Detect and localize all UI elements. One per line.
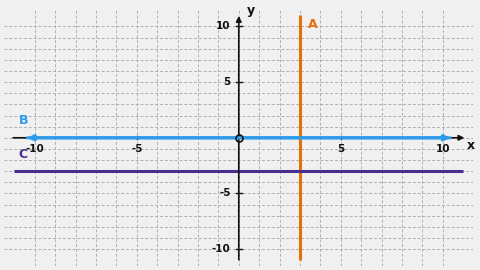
Text: A: A (308, 18, 318, 31)
Text: 10: 10 (435, 144, 450, 154)
Text: B: B (18, 114, 28, 127)
Text: x: x (468, 139, 475, 152)
Text: C: C (18, 148, 27, 161)
Text: 5: 5 (223, 77, 230, 87)
Text: -5: -5 (219, 188, 230, 198)
Text: y: y (247, 4, 255, 17)
Text: -10: -10 (25, 144, 44, 154)
Text: 10: 10 (216, 21, 230, 32)
Text: -5: -5 (131, 144, 143, 154)
Text: -10: -10 (212, 244, 230, 254)
Text: 5: 5 (337, 144, 345, 154)
